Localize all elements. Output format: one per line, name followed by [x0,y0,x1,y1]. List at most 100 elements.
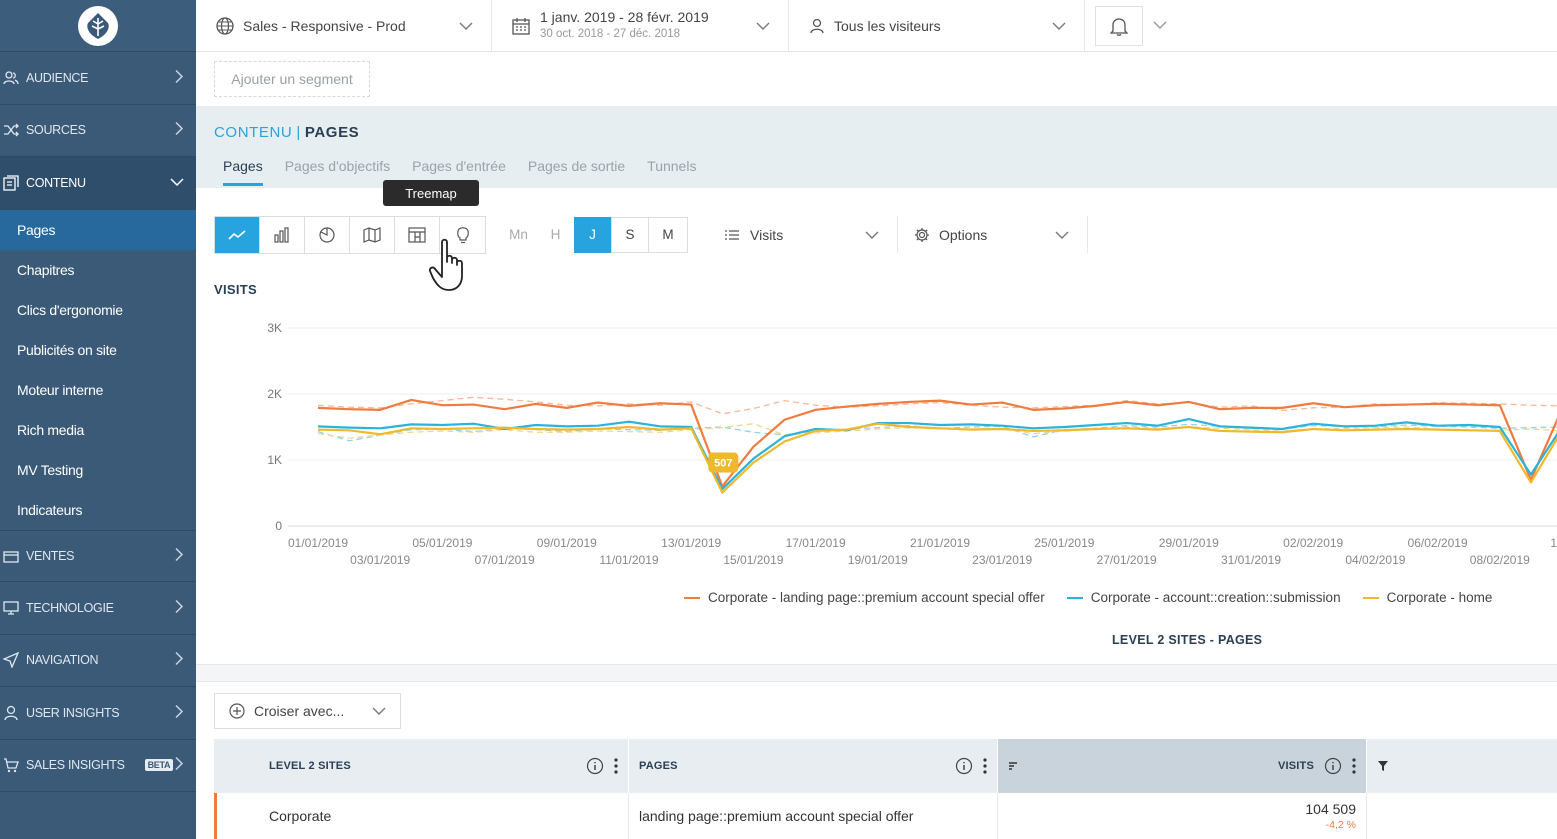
sidebar-section-contenu[interactable]: CONTENU [0,157,196,210]
filter-icon[interactable] [1377,760,1389,772]
site-selector[interactable]: Sales - Responsive - Prod [196,0,492,52]
treemap-tooltip: Treemap [383,180,479,206]
legend-item[interactable]: Corporate - landing page::premium accoun… [684,590,1045,605]
column-header-level2-sites[interactable]: LEVEL 2 SITES [214,739,629,793]
sidebar-section-navigation[interactable]: NAVIGATION [0,635,196,687]
pie-chart-icon [318,226,336,244]
section-divider [196,664,1557,682]
info-icon[interactable] [1324,757,1342,775]
column-header-label: VISITS [1277,760,1314,772]
sidebar-item-rich-media[interactable]: Rich media [17,421,85,438]
column-header-filter[interactable] [1367,739,1557,793]
beta-badge: BETA [144,759,174,772]
breadcrumb-page: PAGES [304,124,360,141]
more-vertical-icon[interactable] [983,758,987,774]
chevron-right-icon [174,69,184,86]
audience-icon [0,70,22,86]
sort-icon[interactable] [1008,761,1018,771]
sidebar-section-user-insights[interactable]: USER INSIGHTS [0,687,196,740]
sidebar-item-chapitres[interactable]: Chapitres [17,261,75,278]
granularity-minute[interactable]: Mn [509,227,528,242]
x-tick-label: 06/02/2019 [1408,536,1468,550]
breadcrumb-separator: | [296,124,301,141]
visitor-segment-label: Tous les visiteurs [834,18,941,34]
date-range-text: 1 janv. 2019 - 28 févr. 2019 30 oct. 201… [540,9,709,43]
granularity-week[interactable]: S [611,216,648,253]
column-actions: VISITS [1278,757,1356,775]
granularity-month[interactable]: M [648,216,688,253]
compare-series-line [317,423,1557,439]
tab-pages[interactable]: Pages [214,158,272,186]
sidebar-section-sources[interactable]: SOURCES [0,105,196,157]
chevron-down-icon [459,18,473,34]
sidebar-item-moteur-interne[interactable]: Moteur interne [17,381,104,398]
sidebar-section-audience[interactable]: AUDIENCE [0,52,196,105]
column-actions [955,757,987,775]
map-chart-button[interactable] [350,216,395,253]
chevron-down-icon [865,227,879,243]
table-row[interactable]: Corporate landing page::premium account … [214,793,1557,839]
cross-with-button[interactable]: Croiser avec... [214,693,401,729]
chart-title: VISITS [214,282,257,297]
legend-label: Corporate - landing page::premium accoun… [708,590,1045,605]
legend-swatch [684,596,700,599]
more-vertical-icon[interactable] [1352,758,1356,774]
x-tick-label: 27/01/2019 [1097,553,1157,567]
column-header-pages[interactable]: PAGES [629,739,998,793]
notification-button[interactable] [1095,5,1143,46]
add-segment-button[interactable]: Ajouter un segment [214,61,370,97]
date-selector[interactable]: 1 janv. 2019 - 28 févr. 2019 30 oct. 201… [492,0,789,52]
logo[interactable] [0,0,196,52]
list-icon [724,229,740,241]
sidebar-item-mv-testing[interactable]: MV Testing [17,461,83,478]
tab-pages-objectifs[interactable]: Pages d'objectifs [284,158,391,174]
legend-item[interactable]: Corporate - home [1362,590,1492,605]
x-tick-label: 10/0 [1550,536,1557,550]
legend-item[interactable]: Corporate - account::creation::submissio… [1066,590,1341,605]
info-icon[interactable] [586,757,604,775]
tab-pages-sortie[interactable]: Pages de sortie [527,158,626,174]
sidebar-item-indicateurs[interactable]: Indicateurs [17,501,83,518]
chevron-right-icon [174,704,184,721]
chart-legend: Corporate - landing page::premium accoun… [684,590,1514,605]
tab-pages-entree[interactable]: Pages d'entrée [412,158,506,174]
visitor-segment-selector[interactable]: Tous les visiteurs [789,0,1085,52]
tab-tunnels[interactable]: Tunnels [647,158,697,174]
visits-value: 104 509 -4,2 % [1305,801,1356,831]
metric-label: Visits [750,226,784,243]
sidebar-section-label: SALES INSIGHTS [26,758,125,773]
chevron-right-icon [174,599,184,616]
x-tick-label: 31/01/2019 [1221,553,1281,567]
chevron-down-icon [756,18,770,34]
sidebar-section-ventes[interactable]: VENTES [0,529,196,582]
metric-selector[interactable]: Visits [700,216,898,253]
chevron-down-icon [1055,227,1069,243]
granularity-group: Mn H J S M [500,216,688,253]
treemap-icon [408,226,426,243]
chevron-down-icon [170,176,184,190]
x-tick-label: 17/01/2019 [786,536,846,550]
x-tick-label: 03/01/2019 [350,553,410,567]
sidebar-item-pages[interactable]: Pages [0,209,196,250]
granularity-day[interactable]: J [574,216,611,253]
options-selector[interactable]: Options [898,216,1088,253]
pie-chart-button[interactable] [305,216,350,253]
line-chart-button[interactable] [215,216,260,253]
column-header-visits[interactable]: VISITS [998,739,1367,793]
sidebar-section-sales-insights[interactable]: SALES INSIGHTS BETA [0,740,196,792]
more-vertical-icon[interactable] [614,758,618,774]
breadcrumb-section[interactable]: CONTENU [214,124,293,141]
monitor-icon [0,600,22,616]
sidebar-item-publicites[interactable]: Publicités on site [17,341,117,358]
x-tick-label: 11/01/2019 [599,553,658,567]
granularity-hour[interactable]: H [550,227,561,242]
treemap-button[interactable] [395,216,440,253]
bar-chart-button[interactable] [260,216,305,253]
info-icon[interactable] [955,757,973,775]
sidebar-item-clics-ergonomie[interactable]: Clics d'ergonomie [17,301,123,318]
sidebar-section-technologie[interactable]: TECHNOLOGIE [0,582,196,635]
chevron-down-icon[interactable] [1153,21,1167,30]
sidebar-section-label: VENTES [26,548,75,563]
map-icon [363,226,381,243]
cell-visits: 104 509 -4,2 % [998,793,1367,839]
